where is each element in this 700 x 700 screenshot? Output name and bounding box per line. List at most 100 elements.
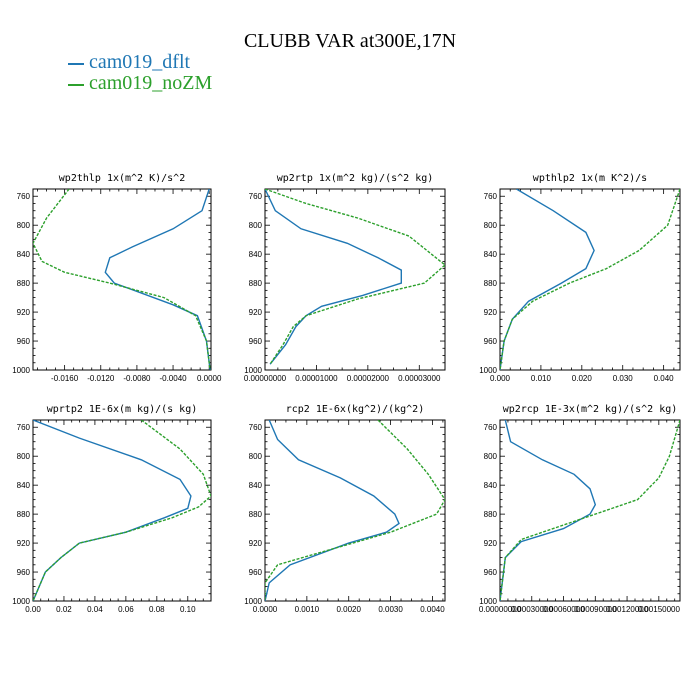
y-tick-label: 880 bbox=[484, 510, 498, 519]
y-tick-label: 760 bbox=[17, 192, 31, 201]
series-line-cam019_dflt bbox=[500, 420, 597, 601]
y-tick-label: 880 bbox=[249, 279, 263, 288]
y-tick-label: 1000 bbox=[244, 597, 262, 606]
plot-frame bbox=[32, 188, 212, 371]
x-tick-label: 0.0010 bbox=[295, 605, 320, 614]
x-tick-label: 0.010 bbox=[531, 374, 552, 383]
y-tick-label: 920 bbox=[17, 308, 31, 317]
x-tick-label: 0.040 bbox=[654, 374, 675, 383]
x-tick-label: 0.0000 bbox=[197, 374, 222, 383]
y-tick-label: 960 bbox=[17, 568, 31, 577]
panel-5: wp2rcp 1E-3x(m^2 kg)/(s^2 kg) 760 800 840 88… bbox=[479, 404, 681, 614]
y-tick-label: 880 bbox=[17, 279, 31, 288]
series-line-cam019_dflt bbox=[104, 189, 211, 370]
x-tick-label: 0.0000 bbox=[253, 605, 278, 614]
panel-0: wp2thlp 1x(m^2 K)/s^2 760 800 840 880 920 960 1… bbox=[12, 173, 222, 383]
panel-title: rcp2 1E-6x(kg^2)/(kg^2) bbox=[286, 404, 424, 415]
series-line-cam019_noZM bbox=[500, 189, 680, 370]
y-tick-label: 920 bbox=[249, 308, 263, 317]
x-tick-label: 0.00003000 bbox=[398, 374, 441, 383]
y-tick-label: 1000 bbox=[479, 366, 497, 375]
y-tick-label: 1000 bbox=[244, 366, 262, 375]
y-tick-label: 880 bbox=[484, 279, 498, 288]
x-tick-label: 0.0030 bbox=[378, 605, 403, 614]
x-tick-label: 0.00 bbox=[25, 605, 41, 614]
legend: cam019_dflt cam019_noZM bbox=[68, 52, 212, 94]
y-tick-label: 880 bbox=[249, 510, 263, 519]
x-tick-label: -0.0120 bbox=[87, 374, 115, 383]
y-tick-label: 840 bbox=[17, 250, 31, 259]
y-tick-label: 1000 bbox=[12, 597, 30, 606]
y-tick-label: 840 bbox=[484, 250, 498, 259]
series-line-cam019_noZM bbox=[265, 420, 445, 601]
x-tick-label: 0.00060000 bbox=[542, 605, 585, 614]
x-tick-label: 0.020 bbox=[572, 374, 593, 383]
legend-label: cam019_noZM bbox=[89, 72, 213, 94]
y-tick-label: 800 bbox=[17, 452, 31, 461]
x-tick-label: 0.00090000 bbox=[574, 605, 617, 614]
x-tick-label: 0.00120000 bbox=[606, 605, 649, 614]
y-tick-label: 800 bbox=[17, 221, 31, 230]
y-tick-label: 920 bbox=[484, 539, 498, 548]
x-tick-label: 0.08 bbox=[149, 605, 165, 614]
y-tick-label: 840 bbox=[484, 481, 498, 490]
y-tick-label: 960 bbox=[17, 337, 31, 346]
panel-title: wprtp2 1E-6x(m kg)/(s kg) bbox=[47, 404, 198, 415]
series-line-cam019_noZM bbox=[500, 420, 680, 601]
plot-frame bbox=[499, 419, 681, 602]
y-tick-label: 960 bbox=[484, 337, 498, 346]
y-tick-label: 840 bbox=[249, 481, 263, 490]
panel-title: wp2rtp 1x(m^2 kg)/(s^2 kg) bbox=[277, 173, 434, 184]
series-line-cam019_dflt bbox=[265, 189, 402, 365]
panel-1: wp2rtp 1x(m^2 kg)/(s^2 kg) 760 800 840 880 92… bbox=[244, 173, 446, 383]
plot-frame bbox=[264, 188, 446, 371]
x-tick-label: -0.0160 bbox=[51, 374, 79, 383]
legend-entry-nozm: cam019_noZM bbox=[68, 73, 212, 94]
x-tick-label: -0.0040 bbox=[159, 374, 187, 383]
y-tick-label: 840 bbox=[17, 481, 31, 490]
y-tick-label: 920 bbox=[484, 308, 498, 317]
x-tick-label: 0.04 bbox=[87, 605, 103, 614]
y-tick-label: 960 bbox=[249, 568, 263, 577]
panel-4: rcp2 1E-6x(kg^2)/(kg^2) 760 800 840 880 920 96… bbox=[244, 404, 446, 614]
y-tick-label: 920 bbox=[17, 539, 31, 548]
y-tick-label: 760 bbox=[17, 423, 31, 432]
plot-frame bbox=[264, 419, 446, 602]
x-tick-label: 0.00000000 bbox=[244, 374, 287, 383]
y-tick-label: 800 bbox=[484, 221, 498, 230]
y-tick-label: 960 bbox=[249, 337, 263, 346]
legend-line-icon bbox=[68, 62, 84, 65]
y-tick-label: 760 bbox=[249, 423, 263, 432]
series-line-cam019_noZM bbox=[33, 189, 211, 370]
y-tick-label: 800 bbox=[249, 452, 263, 461]
x-tick-label: 0.10 bbox=[180, 605, 196, 614]
panel-title: wpthlp2 1x(m K^2)/s bbox=[533, 173, 647, 184]
plot-frame bbox=[499, 188, 681, 371]
panel-3: wprtp2 1E-6x(m kg)/(s kg) 760 800 840 880 920… bbox=[12, 404, 212, 614]
legend-label: cam019_dflt bbox=[89, 51, 191, 73]
figure-title: CLUBB VAR at300E,17N bbox=[243, 30, 457, 52]
x-tick-label: 0.00150000 bbox=[638, 605, 681, 614]
y-tick-label: 800 bbox=[484, 452, 498, 461]
plot-frame bbox=[32, 419, 212, 602]
x-tick-label: 0.00002000 bbox=[347, 374, 390, 383]
x-tick-label: 0.0020 bbox=[336, 605, 361, 614]
y-tick-label: 840 bbox=[249, 250, 263, 259]
x-tick-label: 0.02 bbox=[56, 605, 72, 614]
y-tick-label: 800 bbox=[249, 221, 263, 230]
x-tick-label: 0.0040 bbox=[420, 605, 445, 614]
series-line-cam019_noZM bbox=[265, 189, 445, 365]
x-tick-label: 0.06 bbox=[118, 605, 134, 614]
y-tick-label: 920 bbox=[249, 539, 263, 548]
x-tick-label: 0.000 bbox=[490, 374, 511, 383]
y-tick-label: 760 bbox=[484, 423, 498, 432]
series-line-cam019_dflt bbox=[265, 420, 400, 601]
x-tick-label: 0.030 bbox=[613, 374, 634, 383]
y-tick-label: 1000 bbox=[479, 597, 497, 606]
x-tick-label: 0.00030000 bbox=[511, 605, 554, 614]
legend-line-icon bbox=[68, 83, 84, 86]
y-tick-label: 960 bbox=[484, 568, 498, 577]
y-tick-label: 1000 bbox=[12, 366, 30, 375]
